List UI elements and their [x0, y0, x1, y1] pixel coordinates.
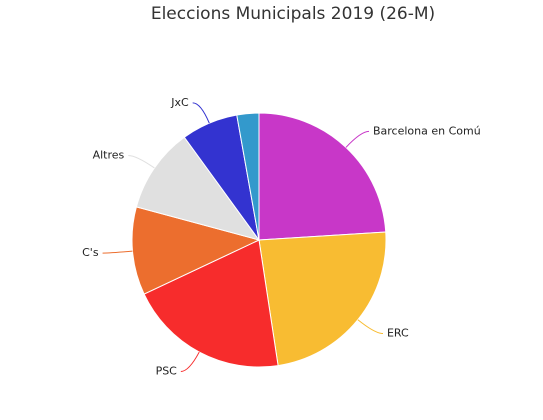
connector: [345, 130, 370, 148]
connector: [180, 351, 200, 372]
slice-label: JxC: [170, 96, 189, 109]
pie-slice: [135, 136, 261, 241]
slice-label: C's: [82, 246, 99, 259]
connector: [192, 102, 210, 124]
pie-slice: [258, 231, 387, 367]
connector: [128, 154, 155, 169]
connector: [357, 319, 384, 335]
connector: [102, 250, 133, 254]
slice-label: ERC: [387, 327, 409, 340]
pie-slice: [236, 112, 260, 241]
slice-label: Barcelona en Comú: [373, 124, 481, 137]
slice-label: PSC: [156, 364, 178, 377]
slice-label: Altres: [93, 148, 125, 161]
pie-slice: [258, 112, 387, 241]
chart-title: Eleccions Municipals 2019 (26-M): [151, 4, 435, 24]
pie-slice: [131, 206, 261, 295]
